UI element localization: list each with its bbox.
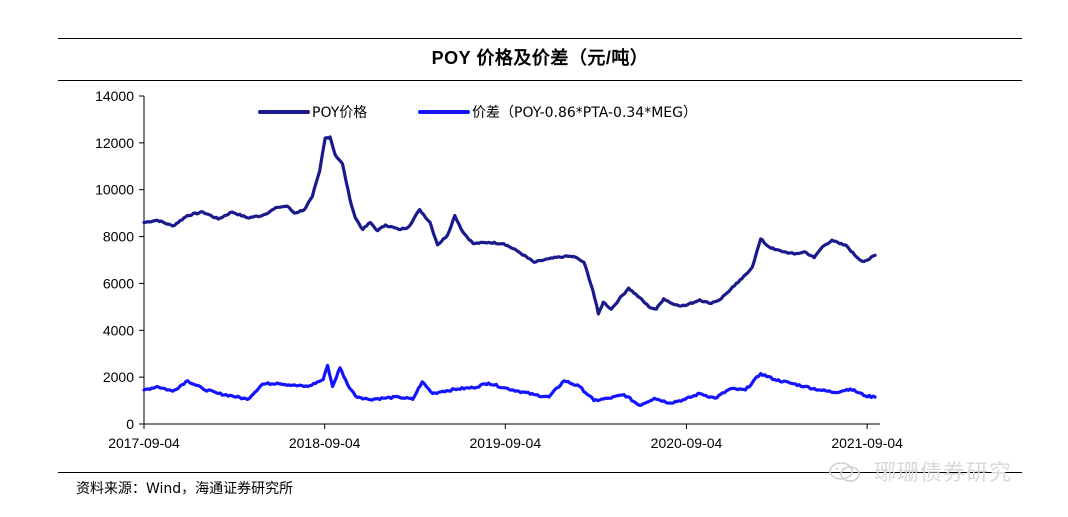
line-chart: 0 2000 4000 6000 8000 10000 12000 14000 2017-09-… <box>95 88 903 451</box>
y-tick-label: 12000 <box>95 135 134 151</box>
series-line-2 <box>142 363 877 407</box>
legend-label-1: POY价格 <box>312 105 367 121</box>
y-tick-label: 2000 <box>103 369 134 385</box>
x-tick-label: 2021-09-04 <box>831 435 903 451</box>
title-rule <box>58 80 1022 81</box>
x-tick-label: 2019-09-04 <box>470 435 542 451</box>
y-tick-label: 8000 <box>103 229 134 245</box>
bottom-rule <box>58 472 1022 473</box>
legend: POY价格 价差（POY-0.86*PTA-0.34*MEG） <box>258 105 697 121</box>
x-tick-label: 2018-09-04 <box>289 435 361 451</box>
watermark: 琊珊债券研究 <box>828 455 1012 487</box>
watermark-text: 琊珊债券研究 <box>874 461 1013 486</box>
chart-title: POY 价格及价差（元/吨） <box>431 48 649 68</box>
y-tick-label: 6000 <box>103 275 134 291</box>
legend-label-2: 价差（POY-0.86*PTA-0.34*MEG） <box>472 105 697 121</box>
y-tick-label: 14000 <box>95 88 134 104</box>
y-tick-label: 10000 <box>95 182 134 198</box>
top-rule <box>58 38 1022 39</box>
wechat-icon <box>829 462 860 482</box>
source-note: 资料来源：Wind，海通证券研究所 <box>76 481 294 497</box>
y-tick-label: 0 <box>126 416 134 432</box>
series-line-1 <box>142 135 877 316</box>
x-tick-label: 2020-09-04 <box>651 435 723 451</box>
x-tick-label: 2017-09-04 <box>108 435 180 451</box>
y-tick-label: 4000 <box>103 322 134 338</box>
